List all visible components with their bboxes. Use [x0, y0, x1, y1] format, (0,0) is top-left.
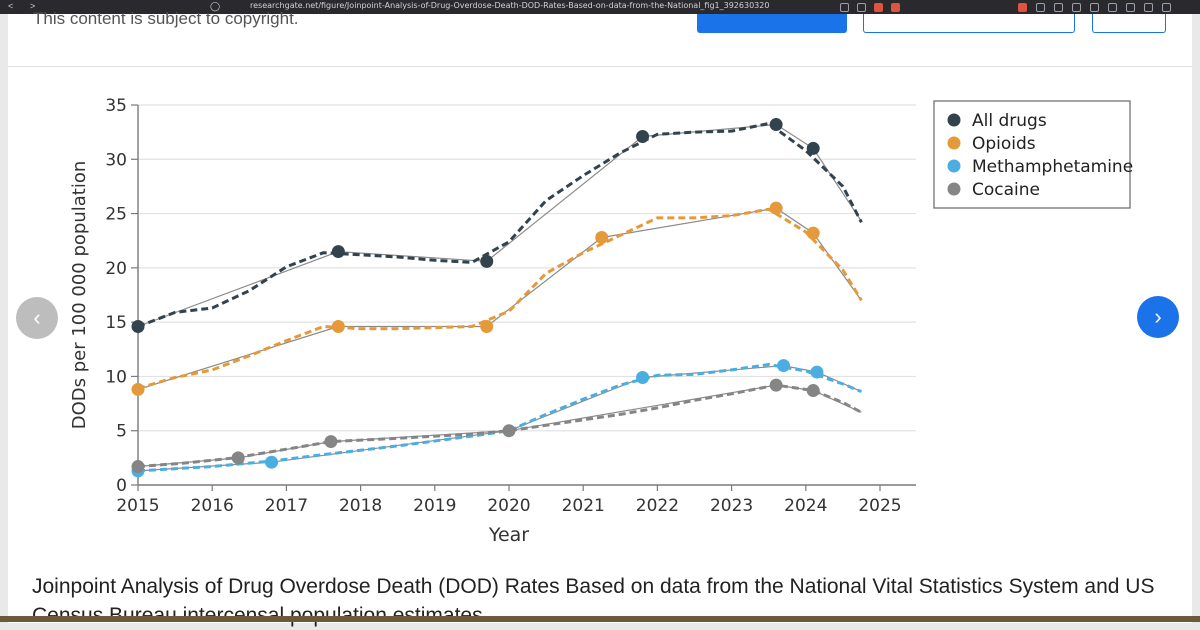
legend-label: Cocaine: [972, 180, 1040, 200]
sidebar-icon[interactable]: [1054, 2, 1063, 12]
extension-icon[interactable]: [1018, 2, 1027, 12]
y-tick-label: 15: [105, 313, 127, 333]
joinpoint-cocaine: [131, 460, 145, 474]
x-tick-label: 2017: [265, 496, 308, 516]
x-tick-label: 2022: [636, 496, 679, 516]
joinpoint-cocaine: [769, 378, 783, 392]
zoom-icon[interactable]: [840, 2, 849, 12]
shield-icon[interactable]: [1144, 2, 1153, 12]
x-tick-label: 2025: [858, 496, 901, 516]
x-tick-label: 2023: [710, 496, 753, 516]
joinpoint-methamphetamine: [265, 455, 279, 469]
wallet-icon[interactable]: [1072, 2, 1081, 12]
joinpoint-opioids: [480, 319, 494, 333]
joinpoint-cocaine: [324, 435, 338, 449]
series-line-opioids: [137, 207, 863, 390]
joinpoint-all-drugs: [131, 319, 145, 333]
joinpoint-cocaine: [806, 384, 820, 398]
joinpoint-all-drugs: [331, 245, 345, 259]
fit-line-methamphetamine: [137, 364, 862, 472]
joinpoint-methamphetamine: [810, 365, 824, 379]
y-tick-label: 5: [116, 422, 127, 442]
share-button[interactable]: [863, 14, 1075, 33]
legend-marker: [947, 113, 961, 127]
legend-marker: [947, 159, 961, 173]
fit-line-cocaine: [137, 384, 862, 468]
legend-label: Opioids: [972, 134, 1036, 154]
series-line-cocaine: [137, 383, 863, 468]
address-bar-url[interactable]: researchgate.net/figure/Joinpoint-Analys…: [250, 1, 770, 10]
y-tick-label: 10: [105, 367, 127, 387]
figure-viewer: 0 5 10 15 20 25 30 35 2015 2016 2017 2018 2019 2020 20…: [8, 66, 1192, 627]
menu-icon[interactable]: [1162, 2, 1171, 12]
x-tick-label: 2016: [191, 496, 234, 516]
joinpoint-all-drugs: [480, 254, 494, 268]
joinpoint-opioids: [131, 382, 145, 396]
joinpoint-cocaine: [502, 424, 516, 438]
joinpoint-opioids: [595, 230, 609, 244]
bookmark-icon[interactable]: ◯: [210, 1, 221, 11]
copyright-notice: This content is subject to copyright.: [33, 9, 299, 28]
chevron-right-icon: ›: [1154, 304, 1162, 329]
brave-shield-icon[interactable]: [874, 2, 883, 12]
puzzle-icon[interactable]: [1036, 2, 1045, 12]
carousel-prev-button[interactable]: ‹: [16, 297, 58, 339]
legend-label: Methamphetamine: [972, 157, 1133, 177]
download-button[interactable]: [697, 14, 847, 33]
x-tick-label: 2021: [562, 496, 605, 516]
fit-line-opioids: [137, 207, 862, 391]
browser-toolbar: < > ◯ researchgate.net/figure/Joinpoint-…: [0, 0, 1200, 14]
y-axis-label: DODs per 100 000 population: [69, 161, 90, 430]
extension-icons: [1018, 1, 1171, 13]
series-line-methamphetamine: [137, 363, 862, 473]
joinpoint-all-drugs: [806, 141, 820, 155]
joinpoint-opioids: [806, 226, 820, 240]
toolbar-icons: [840, 1, 900, 13]
series-line-all-drugs: [137, 122, 863, 328]
rewards-icon[interactable]: [891, 2, 900, 12]
y-tick-label: 30: [105, 150, 127, 170]
page-content: This content is subject to copyright. 0 5…: [8, 10, 1192, 627]
taskbar-edge: [0, 616, 1200, 622]
fit-line-all-drugs: [137, 123, 862, 328]
chevron-left-icon: ‹: [33, 305, 41, 330]
joinpoint-cocaine: [231, 451, 245, 465]
carousel-next-button[interactable]: ›: [1137, 296, 1179, 338]
y-tick-label: 35: [105, 96, 127, 116]
x-tick-label: 2020: [487, 496, 530, 516]
music-icon[interactable]: [1090, 2, 1099, 12]
y-tick-label: 25: [105, 205, 127, 225]
joinpoint-opioids: [769, 201, 783, 215]
x-tick-label: 2015: [116, 496, 159, 516]
share-icon[interactable]: [857, 2, 866, 12]
forward-icon[interactable]: >: [30, 1, 36, 11]
joinpoint-methamphetamine: [777, 359, 791, 373]
grid-icon[interactable]: [1126, 2, 1135, 12]
window-icon[interactable]: [1108, 2, 1117, 12]
joinpoint-all-drugs: [769, 118, 783, 132]
joinpoint-methamphetamine: [636, 371, 650, 385]
joinpoint-all-drugs: [636, 129, 650, 143]
joinpoint-opioids: [331, 319, 345, 333]
legend-marker: [947, 182, 961, 196]
more-button[interactable]: [1092, 14, 1166, 33]
x-tick-label: 2019: [413, 496, 456, 516]
x-tick-label: 2018: [339, 496, 382, 516]
y-tick-label: 0: [116, 476, 127, 496]
legend-label: All drugs: [972, 111, 1047, 131]
legend-marker: [947, 136, 961, 150]
x-axis-label: Year: [488, 524, 529, 546]
back-icon[interactable]: <: [8, 1, 14, 11]
y-tick-label: 20: [105, 259, 127, 279]
legend-box: [933, 100, 1131, 209]
x-tick-label: 2024: [784, 496, 827, 516]
